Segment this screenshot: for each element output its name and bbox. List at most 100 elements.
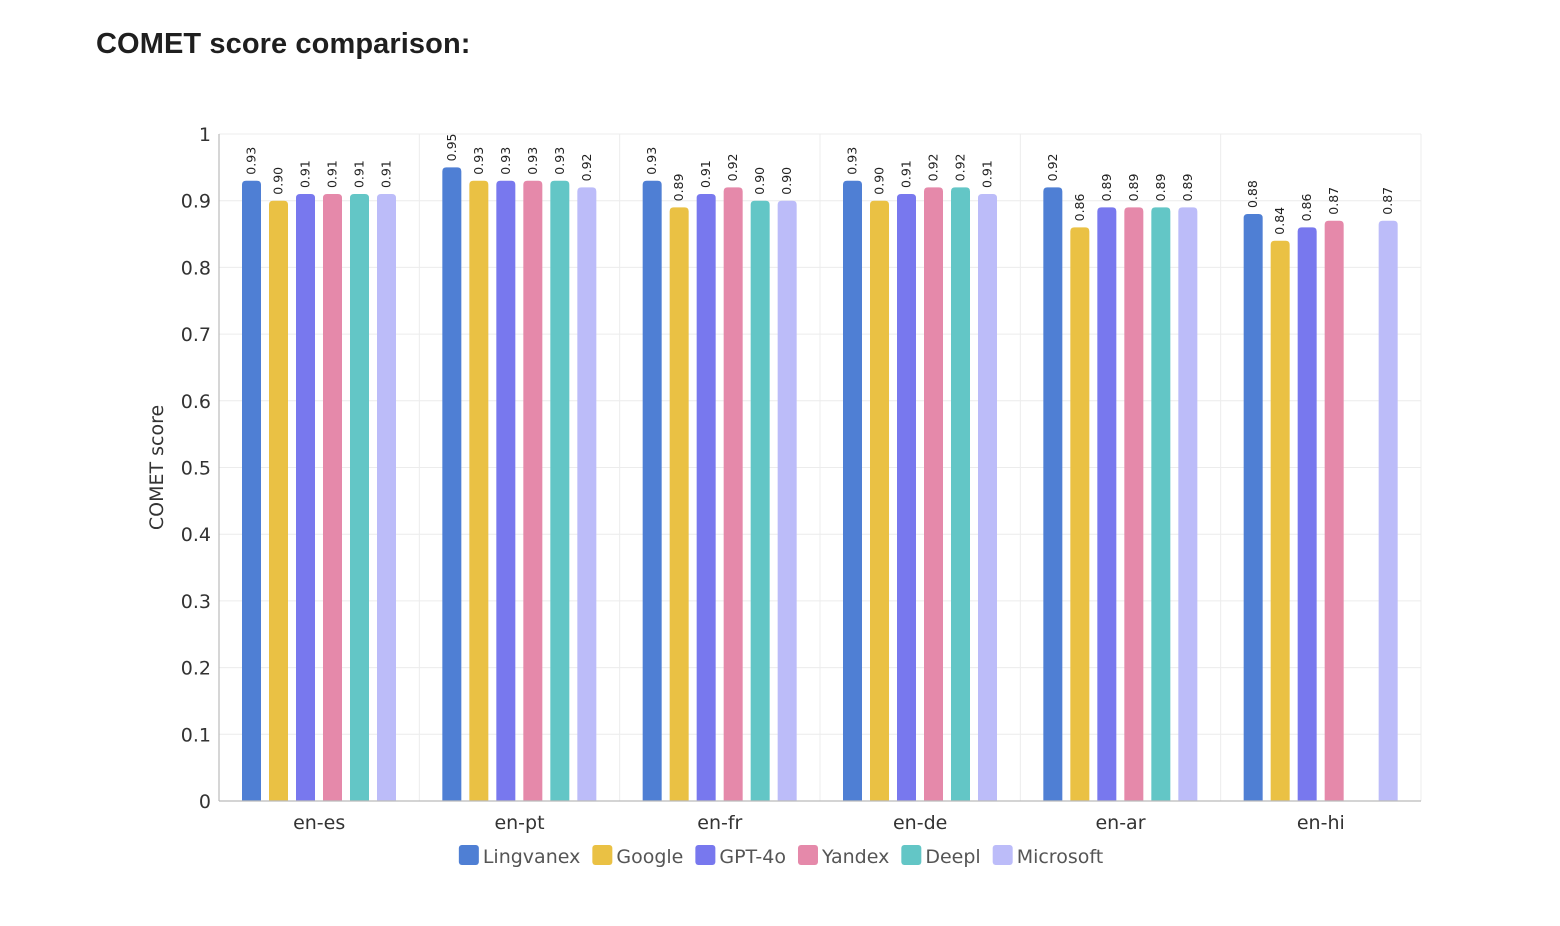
bar-deepl-en-de (951, 187, 970, 802)
legend-label: Deepl (925, 846, 980, 868)
bar-value-label: 0.91 (325, 160, 340, 188)
legend: Lingvanex Google GPT-4o Yandex Deepl Microsof… (458, 845, 1103, 868)
y-tick-label: 0.5 (181, 458, 211, 480)
legend-item-deepl[interactable]: Deepl (901, 845, 981, 868)
y-tick-label: 1 (199, 124, 211, 146)
x-category-label: en-de (893, 812, 947, 834)
bar-value-label: 0.93 (525, 147, 540, 175)
bar-gpt-4o-en-es (296, 194, 315, 801)
bar-deepl-en-ar (1151, 207, 1171, 801)
legend-swatch (695, 845, 716, 865)
bar-yandex-en-hi (1324, 220, 1344, 801)
y-tick-label: 0.9 (181, 191, 211, 213)
bar-yandex-en-pt (523, 180, 543, 801)
bar-value-label: 0.89 (1099, 173, 1114, 201)
bar-lingvanex-en-pt (442, 167, 462, 802)
y-tick-label: 0.4 (181, 524, 211, 546)
bar-value-label: 0.90 (779, 167, 794, 195)
bar-microsoft-en-pt (577, 187, 597, 802)
bar-yandex-en-de (924, 187, 943, 802)
bar-value-label: 0.86 (1072, 194, 1087, 222)
bar-value-label: 0.91 (298, 160, 313, 188)
bar-value-label: 0.93 (552, 147, 567, 175)
legend-item-google[interactable]: Google (592, 845, 683, 868)
legend-item-lingvanex[interactable]: Lingvanex (458, 845, 581, 868)
bar-value-label: 0.92 (953, 154, 968, 182)
bar-yandex-en-fr (723, 187, 743, 802)
page-title: COMET score comparison: (96, 28, 471, 60)
legend-label: Lingvanex (483, 846, 581, 868)
bar-lingvanex-en-fr (642, 180, 662, 801)
bar-microsoft-en-fr (777, 200, 797, 801)
bar-value-label: 0.93 (845, 147, 860, 175)
bar-value-label: 0.89 (1153, 173, 1168, 201)
x-category-label: en-ar (1095, 812, 1145, 834)
x-category-label: en-pt (494, 812, 544, 834)
y-tick-label: 0.2 (181, 658, 211, 680)
legend-label: GPT-4o (719, 846, 786, 868)
x-category-label: en-es (293, 812, 345, 834)
bar-microsoft-en-ar (1178, 207, 1198, 801)
bar-value-label: 0.93 (471, 147, 486, 175)
bar-value-label: 0.91 (698, 160, 713, 188)
bar-value-label: 0.89 (671, 173, 686, 201)
label-layer: 0.93 0.95 0.93 0.93 0.92 0.88 0.90 0.93 0.89 0.90… (244, 134, 1396, 235)
bar-value-label: 0.89 (1180, 173, 1195, 201)
y-tick-label: 0.7 (181, 324, 211, 346)
bar-lingvanex-en-es (242, 180, 261, 801)
legend-label: Google (616, 846, 683, 868)
bar-value-label: 0.87 (1380, 187, 1395, 215)
bar-gpt-4o-en-de (897, 194, 916, 801)
y-tick-label: 0.6 (181, 391, 211, 413)
legend-label: Microsoft (1017, 846, 1103, 868)
bar-lingvanex-en-de (843, 180, 862, 801)
bar-gpt-4o-en-fr (696, 194, 716, 801)
bar-value-label: 0.89 (1126, 173, 1141, 201)
bar-value-label: 0.91 (379, 160, 394, 188)
legend-swatch (592, 845, 613, 865)
bar-value-label: 0.92 (725, 154, 740, 182)
bar-value-label: 0.93 (498, 147, 513, 175)
y-tick-label: 0 (199, 791, 211, 813)
bar-value-label: 0.91 (980, 160, 995, 188)
bar-gpt-4o-en-ar (1097, 207, 1117, 801)
legend-swatch (992, 845, 1013, 865)
bar-value-label: 0.93 (644, 147, 659, 175)
y-tick-label: 0.8 (181, 257, 211, 279)
bar-lingvanex-en-hi (1243, 214, 1263, 802)
bar-microsoft-en-hi (1378, 220, 1398, 801)
legend-swatch (797, 845, 818, 865)
y-axis-label: COMET score (146, 405, 168, 530)
bar-deepl-en-pt (550, 180, 570, 801)
bar-value-label: 0.91 (899, 160, 914, 188)
bar-value-label: 0.92 (1045, 154, 1060, 182)
bar-value-label: 0.90 (271, 167, 286, 195)
bar-value-label: 0.95 (444, 134, 459, 162)
bar-yandex-en-es (323, 194, 342, 801)
bar-microsoft-en-de (978, 194, 997, 801)
legend-item-yandex[interactable]: Yandex (797, 845, 889, 868)
bar-value-label: 0.87 (1326, 187, 1341, 215)
bar-lingvanex-en-ar (1043, 187, 1063, 802)
y-tick-label: 0.1 (181, 724, 211, 746)
bar-value-label: 0.92 (579, 154, 594, 182)
x-category-label: en-hi (1297, 812, 1345, 834)
legend-item-microsoft[interactable]: Microsoft (992, 845, 1103, 868)
bar-google-en-es (269, 200, 288, 801)
bar-value-label: 0.91 (352, 160, 367, 188)
legend-swatch (901, 845, 922, 865)
bar-google-en-pt (469, 180, 489, 801)
bar-microsoft-en-es (377, 194, 396, 801)
bar-value-label: 0.86 (1299, 194, 1314, 222)
bar-value-label: 0.90 (752, 167, 767, 195)
bar-value-label: 0.90 (872, 167, 887, 195)
bar-deepl-en-es (350, 194, 369, 801)
bar-value-label: 0.84 (1272, 207, 1287, 235)
bar-google-en-de (870, 200, 889, 801)
y-tick-label: 0.3 (181, 591, 211, 613)
legend-item-gpt-4o[interactable]: GPT-4o (695, 845, 786, 868)
legend-label: Yandex (821, 846, 889, 868)
bar-google-en-fr (669, 207, 689, 801)
grid-layer (218, 133, 1422, 801)
